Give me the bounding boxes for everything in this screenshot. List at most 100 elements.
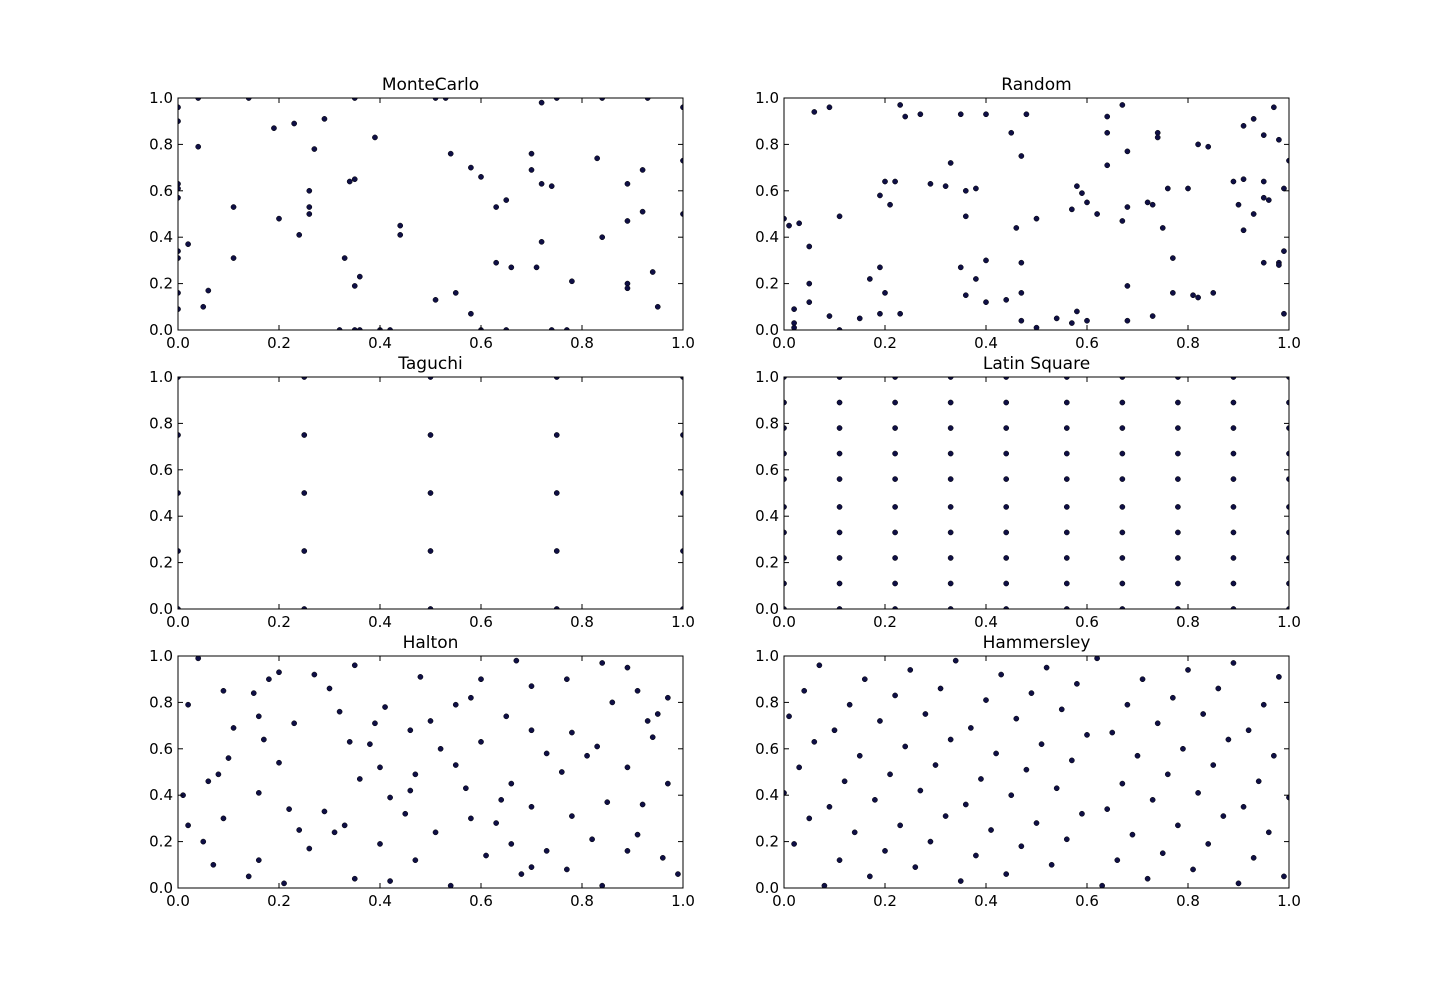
point xyxy=(836,606,843,609)
point xyxy=(1271,104,1277,111)
point xyxy=(922,711,929,717)
point xyxy=(346,178,353,185)
point xyxy=(301,606,308,609)
point xyxy=(296,827,303,833)
subplot: MonteCarlo 0.0 0.2 0.4 0.6 0.8 1.0 0.0 0.2 0.4 0.6… xyxy=(149,75,695,352)
point xyxy=(1119,780,1126,787)
point xyxy=(644,718,651,724)
y-tick-label: 0.6 xyxy=(755,461,779,479)
point xyxy=(1048,861,1055,868)
point xyxy=(892,425,898,431)
point xyxy=(1063,476,1070,482)
point xyxy=(649,734,656,741)
point xyxy=(983,257,989,264)
x-tick-label: 0.0 xyxy=(166,334,190,352)
point xyxy=(1018,259,1025,266)
point xyxy=(543,848,550,854)
point xyxy=(1028,690,1035,696)
point xyxy=(276,669,282,676)
point xyxy=(452,701,459,708)
axes-frame xyxy=(177,97,684,331)
x-tick-label: 0.4 xyxy=(974,334,998,352)
point xyxy=(1018,317,1025,324)
point xyxy=(427,490,434,496)
point xyxy=(983,111,989,118)
point xyxy=(947,529,954,536)
point xyxy=(1286,157,1289,164)
point xyxy=(1190,866,1196,873)
point xyxy=(1215,685,1222,692)
point xyxy=(882,178,888,185)
point xyxy=(836,504,843,510)
point xyxy=(195,656,202,662)
point xyxy=(346,738,353,745)
x-tick-label: 1.0 xyxy=(671,892,695,910)
point xyxy=(1175,529,1181,536)
point xyxy=(882,848,888,854)
point xyxy=(1074,680,1080,687)
y-tick-label: 0.4 xyxy=(149,228,173,246)
point xyxy=(1175,425,1181,431)
point xyxy=(215,771,222,778)
point xyxy=(291,120,297,127)
y-tick-label: 0.2 xyxy=(149,554,173,572)
x-tick-label: 0.8 xyxy=(1176,613,1200,631)
point xyxy=(801,687,808,694)
y-tick-label: 0.8 xyxy=(149,135,173,153)
y-tick-label: 0.6 xyxy=(149,182,173,200)
point xyxy=(887,771,893,778)
point xyxy=(1185,185,1191,192)
point xyxy=(962,213,969,220)
point xyxy=(1271,752,1277,759)
point xyxy=(205,778,212,785)
point xyxy=(1139,676,1146,683)
point xyxy=(1094,656,1100,662)
point xyxy=(836,580,843,587)
point xyxy=(892,555,898,561)
point xyxy=(1260,259,1267,266)
point xyxy=(806,243,813,250)
point xyxy=(887,201,893,208)
point xyxy=(836,450,843,457)
point xyxy=(301,490,308,496)
point xyxy=(1063,606,1070,609)
point xyxy=(1154,720,1161,727)
point xyxy=(665,694,671,701)
point xyxy=(220,687,227,694)
x-tick-label: 1.0 xyxy=(671,334,695,352)
point xyxy=(372,720,378,727)
point xyxy=(902,113,909,120)
point xyxy=(811,109,818,115)
point xyxy=(503,713,510,720)
point xyxy=(786,222,792,229)
point xyxy=(1265,197,1272,203)
y-tick-label: 1.0 xyxy=(149,368,173,386)
point xyxy=(178,290,181,296)
point xyxy=(351,875,358,882)
point xyxy=(665,780,671,787)
points xyxy=(784,377,1289,609)
point xyxy=(856,752,863,759)
point xyxy=(382,704,388,710)
points xyxy=(784,656,1289,888)
point xyxy=(518,871,525,877)
point xyxy=(528,803,535,810)
point xyxy=(1235,880,1242,887)
point xyxy=(558,769,565,775)
point xyxy=(851,829,858,836)
point xyxy=(917,111,924,118)
point xyxy=(1205,143,1212,150)
y-tick-label: 1.0 xyxy=(755,368,779,386)
point xyxy=(1084,199,1090,206)
point xyxy=(1230,377,1237,380)
point xyxy=(1063,836,1070,843)
point xyxy=(225,755,232,761)
point xyxy=(1175,606,1181,609)
point xyxy=(1063,529,1070,536)
point xyxy=(281,880,287,887)
point xyxy=(463,785,469,792)
point xyxy=(1013,225,1020,231)
point xyxy=(892,450,898,457)
point xyxy=(1018,153,1025,159)
point xyxy=(584,752,590,759)
